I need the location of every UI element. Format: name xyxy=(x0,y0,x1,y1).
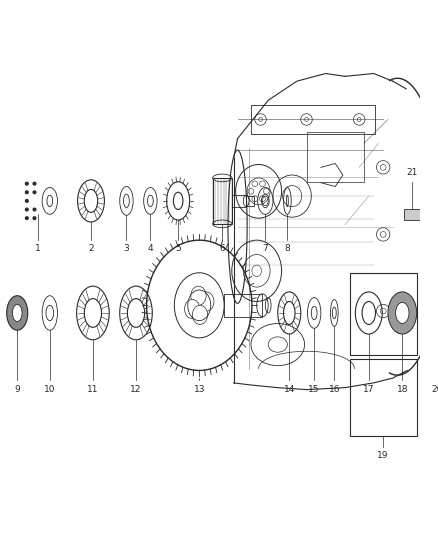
Text: 10: 10 xyxy=(44,385,56,394)
Circle shape xyxy=(423,303,427,308)
Text: 21: 21 xyxy=(406,168,417,177)
Bar xyxy=(251,105,375,134)
Circle shape xyxy=(33,217,36,220)
Ellipse shape xyxy=(388,292,417,334)
Text: 6: 6 xyxy=(219,244,225,253)
Text: 1: 1 xyxy=(35,244,41,253)
Bar xyxy=(350,359,417,435)
Text: 12: 12 xyxy=(131,385,142,394)
Text: 4: 4 xyxy=(148,244,153,253)
Circle shape xyxy=(25,199,28,202)
Ellipse shape xyxy=(7,296,28,330)
Text: 20: 20 xyxy=(431,385,438,394)
Ellipse shape xyxy=(198,292,214,311)
Text: 3: 3 xyxy=(124,244,129,253)
Bar xyxy=(350,273,417,355)
Text: 7: 7 xyxy=(262,244,268,253)
Text: 14: 14 xyxy=(283,385,295,394)
Text: 17: 17 xyxy=(363,385,374,394)
Ellipse shape xyxy=(192,305,208,325)
Bar xyxy=(404,208,420,220)
Text: 19: 19 xyxy=(378,451,389,460)
Text: 18: 18 xyxy=(396,385,408,394)
Text: 8: 8 xyxy=(285,244,290,253)
Text: 16: 16 xyxy=(328,385,340,394)
Circle shape xyxy=(25,217,28,220)
Circle shape xyxy=(25,182,28,185)
Circle shape xyxy=(33,208,36,211)
Circle shape xyxy=(25,208,28,211)
Circle shape xyxy=(33,182,36,185)
Text: 9: 9 xyxy=(14,385,20,394)
Circle shape xyxy=(25,191,28,193)
Bar xyxy=(212,178,232,224)
Circle shape xyxy=(33,191,36,193)
Text: 5: 5 xyxy=(175,244,181,253)
Text: 11: 11 xyxy=(87,385,99,394)
Circle shape xyxy=(423,314,427,319)
Text: 15: 15 xyxy=(308,385,320,394)
Bar xyxy=(232,195,246,207)
Bar xyxy=(224,294,262,317)
Text: 13: 13 xyxy=(194,385,205,394)
Ellipse shape xyxy=(184,300,200,319)
Bar xyxy=(246,196,254,206)
Text: 2: 2 xyxy=(88,244,94,253)
Ellipse shape xyxy=(12,304,22,321)
Ellipse shape xyxy=(396,302,409,324)
Ellipse shape xyxy=(191,286,206,305)
Circle shape xyxy=(423,326,427,330)
Bar xyxy=(307,132,364,182)
